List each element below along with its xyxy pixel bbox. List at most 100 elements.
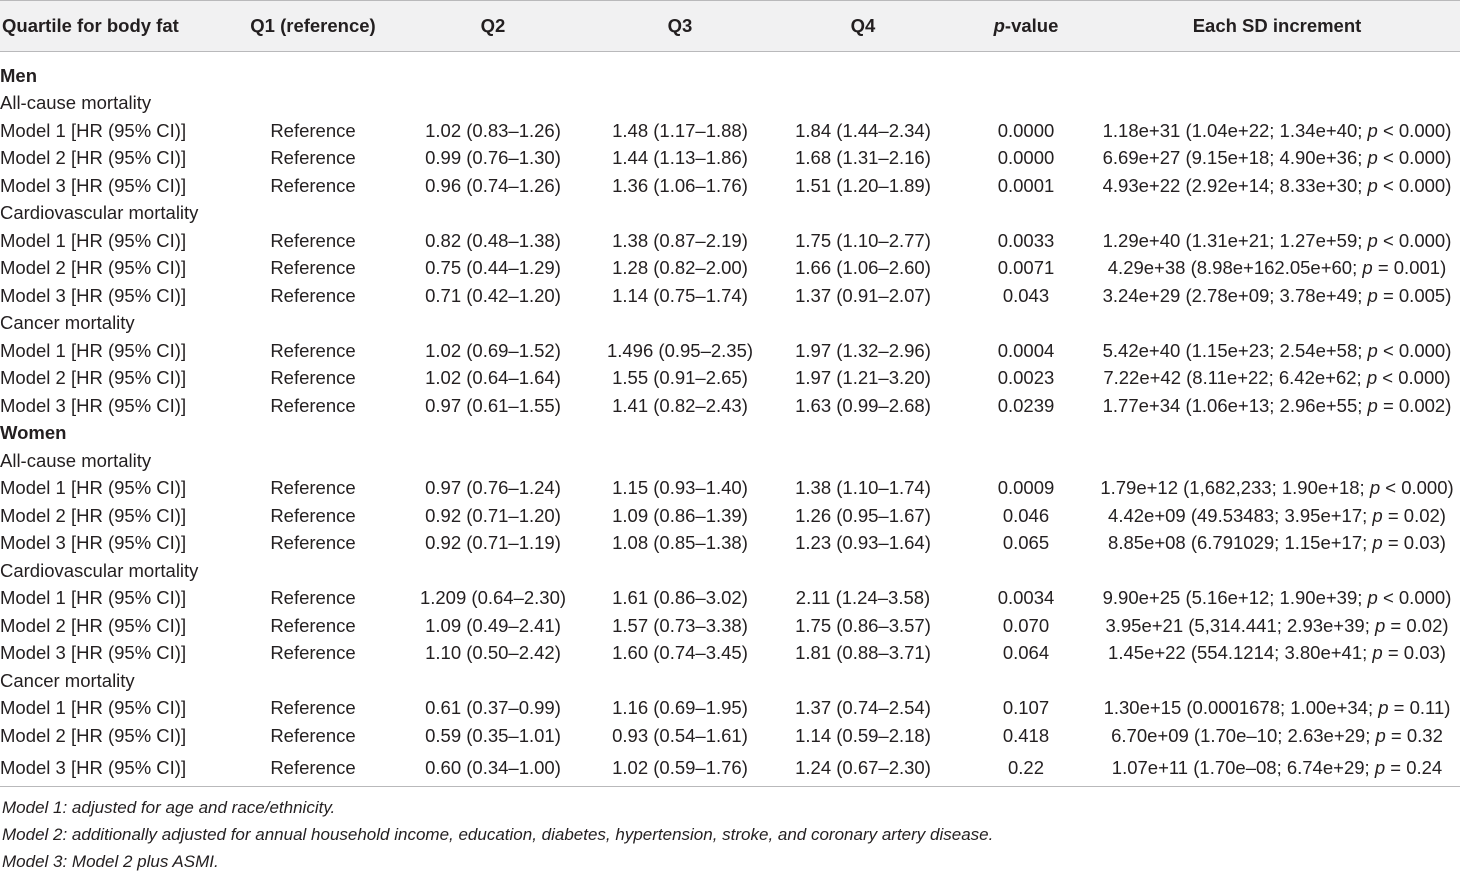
q1-cell: Reference: [270, 257, 356, 279]
q3-cell: 1.48 (1.17–1.88): [612, 119, 748, 141]
q4-cell: 1.66 (1.06–2.60): [795, 257, 931, 279]
sd-increment-cell: 1.77e+34 (1.06e+13; 2.96e+55; p = 0.002): [1102, 394, 1452, 416]
table-row: Model 3 [HR (95% CI)] Reference 0.96 (0.74…: [0, 172, 1460, 200]
model-label: Model 1 [HR (95% CI)]: [0, 477, 187, 499]
q4-cell: 1.23 (0.93–1.64): [795, 532, 931, 554]
subgroup-label: Cardiovascular mortality: [0, 559, 199, 581]
q2-cell: 0.59 (0.35–1.01): [425, 724, 561, 746]
table-row: Model 2 [HR (95% CI)] Reference 0.75 (0.44…: [0, 255, 1460, 283]
q2-cell: 0.99 (0.76–1.30): [425, 147, 561, 169]
q4-cell: 2.11 (1.24–3.58): [795, 587, 931, 609]
p-value-cell: 0.0034: [997, 587, 1055, 609]
sd-increment-cell: 7.22e+42 (8.11e+22; 6.42e+62; p < 0.000): [1103, 367, 1451, 389]
sd-increment-cell: 1.07e+11 (1.70e–08; 6.74e+29; p = 0.24: [1094, 749, 1460, 787]
q2-cell: 1.02 (0.83–1.26): [425, 119, 561, 141]
p-value-cell: 0.418: [1002, 724, 1050, 746]
q4-cell: 1.51 (1.20–1.89): [795, 174, 931, 196]
hazard-ratio-table: Quartile for body fat Q1 (reference) Q2 …: [0, 0, 1460, 787]
p-value-cell: 0.0033: [997, 229, 1055, 251]
q1-cell: Reference: [270, 174, 356, 196]
q4-cell: 1.38 (1.10–1.74): [795, 477, 931, 499]
q4-cell: 1.97 (1.32–2.96): [795, 339, 931, 361]
footnote-model-2: Model 2: additionally adjusted for annua…: [2, 825, 994, 844]
table-row: Model 1 [HR (95% CI)] Reference 1.209 (0.6…: [0, 585, 1460, 613]
group-label: Men: [0, 64, 37, 86]
model-label: Model 1 [HR (95% CI)]: [0, 119, 187, 141]
q3-cell: 1.28 (0.82–2.00): [612, 257, 748, 279]
sd-increment-cell: 4.29e+38 (8.98e+162.05e+60; p = 0.001): [1107, 257, 1447, 279]
table-row: Model 3 [HR (95% CI)] Reference 0.60 (0.34…: [0, 749, 1460, 787]
q4-cell: 1.24 (0.67–2.30): [768, 749, 958, 787]
q1-cell: Reference: [232, 749, 394, 787]
model-label: Model 1 [HR (95% CI)]: [0, 339, 187, 361]
model-label: Model 1 [HR (95% CI)]: [0, 229, 187, 251]
header-quartile: Quartile for body fat: [0, 0, 232, 52]
q1-cell: Reference: [270, 229, 356, 251]
model-label: Model 2 [HR (95% CI)]: [0, 147, 187, 169]
q3-cell: 1.57 (0.73–3.38): [612, 614, 748, 636]
table-row: Model 2 [HR (95% CI)] Reference 1.09 (0.49…: [0, 612, 1460, 640]
sd-increment-cell: 1.79e+12 (1,682,233; 1.90e+18; p < 0.000…: [1100, 477, 1454, 499]
p-value-cell: 0.046: [1002, 504, 1050, 526]
p-value-cell: 0.107: [1002, 697, 1050, 719]
table-row: Model 3 [HR (95% CI)] Reference 0.71 (0.42…: [0, 282, 1460, 310]
q3-cell: 1.55 (0.91–2.65): [612, 367, 748, 389]
model-label: Model 3 [HR (95% CI)]: [0, 642, 187, 664]
q4-cell: 1.84 (1.44–2.34): [795, 119, 931, 141]
table-row: Model 1 [HR (95% CI)] Reference 0.97 (0.76…: [0, 475, 1460, 503]
q1-cell: Reference: [270, 119, 356, 141]
q3-cell: 1.09 (0.86–1.39): [612, 504, 748, 526]
table-footnotes: Model 1: adjusted for age and race/ethni…: [0, 794, 1460, 875]
table-row: Model 3 [HR (95% CI)] Reference 0.92 (0.71…: [0, 530, 1460, 558]
q1-cell: Reference: [270, 587, 356, 609]
table-row: Model 2 [HR (95% CI)] Reference 0.92 (0.71…: [0, 502, 1460, 530]
q1-cell: Reference: [270, 614, 356, 636]
q3-cell: 1.08 (0.85–1.38): [612, 532, 748, 554]
q2-cell: 0.71 (0.42–1.20): [425, 284, 561, 306]
sd-increment-cell: 8.85e+08 (6.791029; 1.15e+17; p = 0.03): [1108, 532, 1446, 554]
header-q4: Q4: [768, 0, 958, 52]
model-label: Model 3 [HR (95% CI)]: [0, 749, 232, 787]
q1-cell: Reference: [270, 394, 356, 416]
table-row: Model 1 [HR (95% CI)] Reference 1.02 (0.83…: [0, 117, 1460, 145]
p-value-cell: 0.0000: [997, 119, 1055, 141]
q3-cell: 1.41 (0.82–2.43): [612, 394, 748, 416]
sd-increment-cell: 1.45e+22 (554.1214; 3.80e+41; p = 0.03): [1108, 642, 1446, 664]
q3-cell: 1.15 (0.93–1.40): [612, 477, 748, 499]
table-row: Model 3 [HR (95% CI)] Reference 0.97 (0.61…: [0, 392, 1460, 420]
header-q1: Q1 (reference): [232, 0, 394, 52]
header-q2: Q2: [394, 0, 592, 52]
subgroup-row: Cardiovascular mortality: [0, 557, 1460, 585]
p-value-cell: 0.0000: [997, 147, 1055, 169]
footnote-model-1: Model 1: adjusted for age and race/ethni…: [2, 798, 336, 817]
table-row: Model 2 [HR (95% CI)] Reference 1.02 (0.64…: [0, 365, 1460, 393]
table-header-row: Quartile for body fat Q1 (reference) Q2 …: [0, 0, 1460, 52]
q3-cell: 1.16 (0.69–1.95): [612, 697, 748, 719]
q2-cell: 0.75 (0.44–1.29): [425, 257, 561, 279]
q1-cell: Reference: [270, 697, 356, 719]
sd-increment-cell: 5.42e+40 (1.15e+23; 2.54e+58; p < 0.000): [1102, 339, 1452, 361]
sd-increment-cell: 1.18e+31 (1.04e+22; 1.34e+40; p < 0.000): [1102, 119, 1452, 141]
q1-cell: Reference: [270, 284, 356, 306]
q4-cell: 1.37 (0.74–2.54): [795, 697, 931, 719]
sd-increment-cell: 6.69e+27 (9.15e+18; 4.90e+36; p < 0.000): [1102, 147, 1452, 169]
subgroup-label: Cancer mortality: [0, 312, 135, 334]
table-row: Model 2 [HR (95% CI)] Reference 0.59 (0.35…: [0, 722, 1460, 750]
p-value-cell: 0.22: [958, 749, 1094, 787]
q1-cell: Reference: [270, 532, 356, 554]
subgroup-label: All-cause mortality: [0, 92, 152, 114]
p-value-cell: 0.043: [1002, 284, 1050, 306]
group-row: Women: [0, 420, 1460, 448]
q2-cell: 0.92 (0.71–1.20): [425, 504, 561, 526]
sd-increment-cell: 4.93e+22 (2.92e+14; 8.33e+30; p < 0.000): [1102, 174, 1452, 196]
q2-cell: 1.10 (0.50–2.42): [425, 642, 561, 664]
subgroup-label: Cancer mortality: [0, 669, 135, 691]
header-q3: Q3: [592, 0, 768, 52]
subgroup-label: All-cause mortality: [0, 449, 152, 471]
q1-cell: Reference: [270, 724, 356, 746]
model-label: Model 2 [HR (95% CI)]: [0, 614, 187, 636]
p-value-cell: 0.0239: [997, 394, 1055, 416]
sd-increment-cell: 3.95e+21 (5,314.441; 2.93e+39; p = 0.02): [1105, 614, 1449, 636]
footnote-model-3: Model 3: Model 2 plus ASMI.: [2, 852, 219, 871]
header-p-value: p-value: [958, 0, 1094, 52]
